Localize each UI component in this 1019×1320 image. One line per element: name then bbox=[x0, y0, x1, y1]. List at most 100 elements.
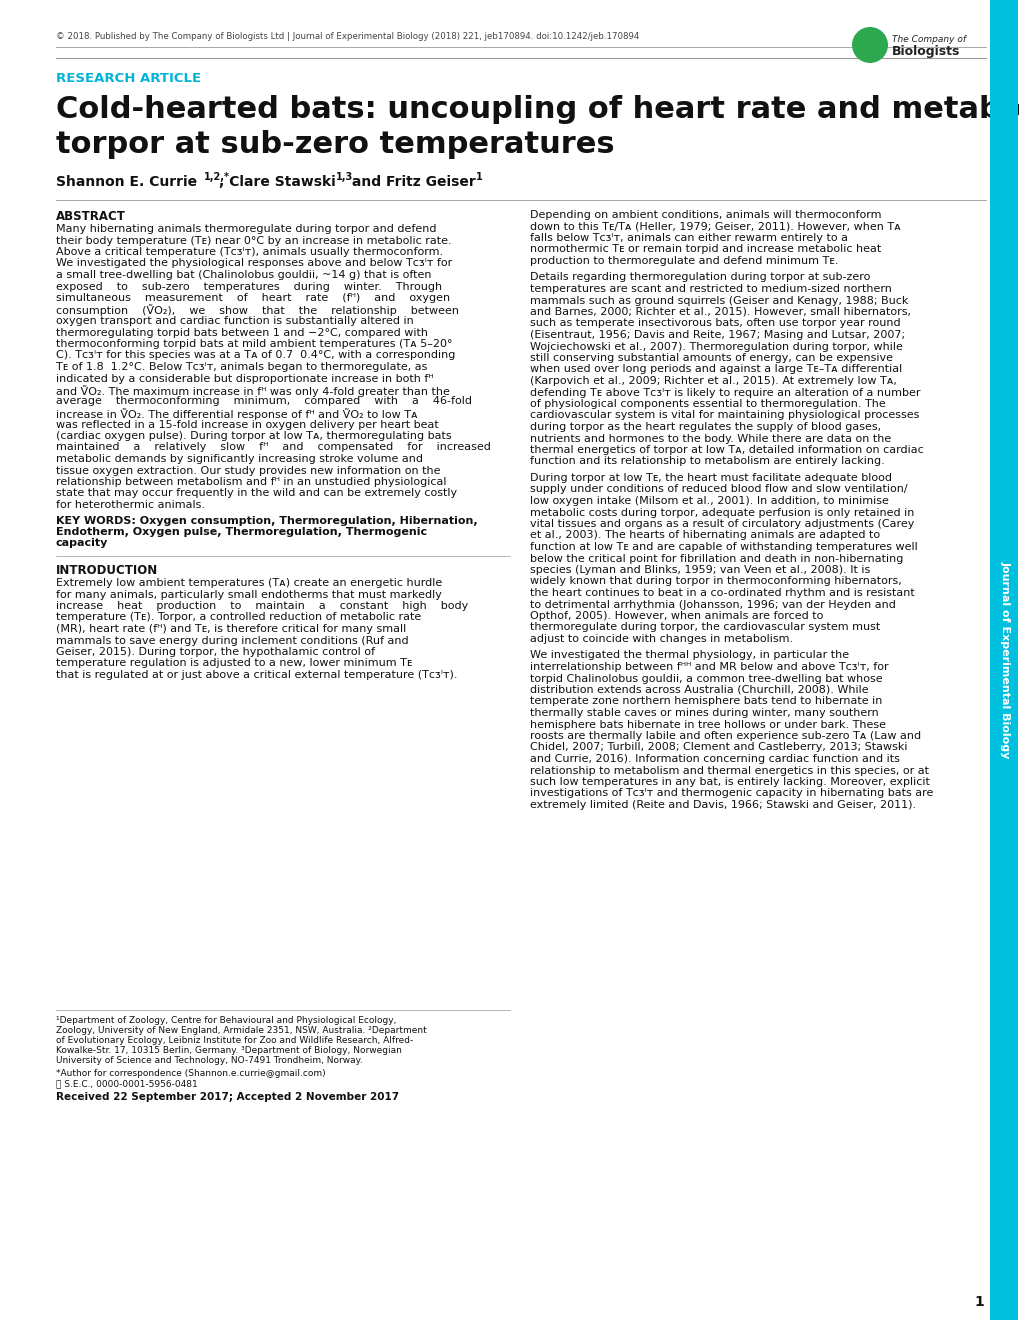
Text: Tᴇ of 1.8  1.2°C. Below Tᴄᴣᴵᴛ, animals began to thermoregulate, as: Tᴇ of 1.8 1.2°C. Below Tᴄᴣᴵᴛ, animals be… bbox=[56, 362, 427, 372]
Text: when used over long periods and against a large Tᴇ–Tᴀ differential: when used over long periods and against … bbox=[530, 364, 902, 375]
Text: Kowalke-Str. 17, 10315 Berlin, Germany. ³Department of Biology, Norwegian: Kowalke-Str. 17, 10315 Berlin, Germany. … bbox=[56, 1045, 401, 1055]
Text: thermally stable caves or mines during winter, many southern: thermally stable caves or mines during w… bbox=[530, 708, 878, 718]
Text: widely known that during torpor in thermoconforming hibernators,: widely known that during torpor in therm… bbox=[530, 577, 901, 586]
Text: simultaneous    measurement    of    heart    rate    (fᴴ)    and    oxygen: simultaneous measurement of heart rate (… bbox=[56, 293, 449, 304]
Text: Chidel, 2007; Turbill, 2008; Clement and Castleberry, 2013; Stawski: Chidel, 2007; Turbill, 2008; Clement and… bbox=[530, 742, 907, 752]
Text: species (Lyman and Blinks, 1959; van Veen et al., 2008). It is: species (Lyman and Blinks, 1959; van Vee… bbox=[530, 565, 869, 576]
Text: 1: 1 bbox=[973, 1295, 983, 1309]
Text: mammals such as ground squirrels (Geiser and Kenagy, 1988; Buck: mammals such as ground squirrels (Geiser… bbox=[530, 296, 908, 305]
Text: supply under conditions of reduced blood flow and slow ventilation/: supply under conditions of reduced blood… bbox=[530, 484, 907, 495]
Text: metabolic demands by significantly increasing stroke volume and: metabolic demands by significantly incre… bbox=[56, 454, 423, 465]
Text: maintained    a    relatively    slow    fᴴ    and    compensated    for    incr: maintained a relatively slow fᴴ and comp… bbox=[56, 442, 490, 453]
Text: C). Tᴄᴣᴵᴛ for this species was at a Tᴀ of 0.7  0.4°C, with a corresponding: C). Tᴄᴣᴵᴛ for this species was at a Tᴀ o… bbox=[56, 351, 454, 360]
Text: relationship between metabolism and fᴴ in an unstudied physiological: relationship between metabolism and fᴴ i… bbox=[56, 477, 446, 487]
Text: torpid Chalinolobus gouldii, a common tree-dwelling bat whose: torpid Chalinolobus gouldii, a common tr… bbox=[530, 673, 881, 684]
Text: that is regulated at or just above a critical external temperature (Tᴄᴣᴵᴛ).: that is regulated at or just above a cri… bbox=[56, 671, 458, 680]
Text: roosts are thermally labile and often experience sub-zero Tᴀ (Law and: roosts are thermally labile and often ex… bbox=[530, 731, 920, 741]
Text: temperature (Tᴇ). Torpor, a controlled reduction of metabolic rate: temperature (Tᴇ). Torpor, a controlled r… bbox=[56, 612, 421, 623]
Text: still conserving substantial amounts of energy, can be expensive: still conserving substantial amounts of … bbox=[530, 352, 892, 363]
Text: hemisphere bats hibernate in tree hollows or under bark. These: hemisphere bats hibernate in tree hollow… bbox=[530, 719, 886, 730]
Text: University of Science and Technology, NO-7491 Trondheim, Norway.: University of Science and Technology, NO… bbox=[56, 1056, 363, 1065]
Text: function and its relationship to metabolism are entirely lacking.: function and its relationship to metabol… bbox=[530, 457, 883, 466]
Text: was reflected in a 15-fold increase in oxygen delivery per heart beat: was reflected in a 15-fold increase in o… bbox=[56, 420, 438, 429]
Text: ¹Department of Zoology, Centre for Behavioural and Physiological Ecology,: ¹Department of Zoology, Centre for Behav… bbox=[56, 1016, 396, 1026]
Text: distribution extends across Australia (Churchill, 2008). While: distribution extends across Australia (C… bbox=[530, 685, 868, 696]
Text: ABSTRACT: ABSTRACT bbox=[56, 210, 125, 223]
Text: to detrimental arrhythmia (Johansson, 1996; van der Heyden and: to detrimental arrhythmia (Johansson, 19… bbox=[530, 599, 895, 610]
Text: consumption    (ṼO₂),    we    show    that    the    relationship    between: consumption (ṼO₂), we show that the rela… bbox=[56, 305, 459, 317]
Text: Cold-hearted bats: uncoupling of heart rate and metabolism during: Cold-hearted bats: uncoupling of heart r… bbox=[56, 95, 1019, 124]
Text: investigations of Tᴄᴣᴵᴛ and thermogenic capacity in hibernating bats are: investigations of Tᴄᴣᴵᴛ and thermogenic … bbox=[530, 788, 932, 799]
Text: extremely limited (Reite and Davis, 1966; Stawski and Geiser, 2011).: extremely limited (Reite and Davis, 1966… bbox=[530, 800, 915, 810]
Text: et al., 2003). The hearts of hibernating animals are adapted to: et al., 2003). The hearts of hibernating… bbox=[530, 531, 879, 540]
Text: , Clare Stawski: , Clare Stawski bbox=[219, 176, 335, 189]
Text: thermal energetics of torpor at low Tᴀ, detailed information on cardiac: thermal energetics of torpor at low Tᴀ, … bbox=[530, 445, 923, 455]
Text: Geiser, 2015). During torpor, the hypothalamic control of: Geiser, 2015). During torpor, the hypoth… bbox=[56, 647, 375, 657]
Text: increase    heat    production    to    maintain    a    constant    high    bod: increase heat production to maintain a c… bbox=[56, 601, 468, 611]
Text: (Karpovich et al., 2009; Richter et al., 2015). At extremely low Tᴀ,: (Karpovich et al., 2009; Richter et al.,… bbox=[530, 376, 896, 385]
Text: Details regarding thermoregulation during torpor at sub-zero: Details regarding thermoregulation durin… bbox=[530, 272, 869, 282]
Text: *Author for correspondence (Shannon.e.currie@gmail.com): *Author for correspondence (Shannon.e.cu… bbox=[56, 1069, 325, 1078]
Text: (cardiac oxygen pulse). During torpor at low Tᴀ, thermoregulating bats: (cardiac oxygen pulse). During torpor at… bbox=[56, 432, 451, 441]
Text: interrelationship between fᴴᴴ and MR below and above Tᴄᴣᴵᴛ, for: interrelationship between fᴴᴴ and MR bel… bbox=[530, 663, 888, 672]
Text: (MR), heart rate (fᴴ) and Tᴇ, is therefore critical for many small: (MR), heart rate (fᴴ) and Tᴇ, is therefo… bbox=[56, 624, 406, 634]
Text: Zoology, University of New England, Armidale 2351, NSW, Australia. ²Department: Zoology, University of New England, Armi… bbox=[56, 1026, 426, 1035]
Text: Extremely low ambient temperatures (Tᴀ) create an energetic hurdle: Extremely low ambient temperatures (Tᴀ) … bbox=[56, 578, 442, 587]
Text: for many animals, particularly small endotherms that must markedly: for many animals, particularly small end… bbox=[56, 590, 441, 599]
Text: during torpor as the heart regulates the supply of blood gases,: during torpor as the heart regulates the… bbox=[530, 422, 880, 432]
Text: KEY WORDS: Oxygen consumption, Thermoregulation, Hibernation,: KEY WORDS: Oxygen consumption, Thermoreg… bbox=[56, 516, 477, 525]
Text: down to this Tᴇ/Tᴀ (Heller, 1979; Geiser, 2011). However, when Tᴀ: down to this Tᴇ/Tᴀ (Heller, 1979; Geiser… bbox=[530, 222, 900, 231]
Text: During torpor at low Tᴇ, the heart must facilitate adequate blood: During torpor at low Tᴇ, the heart must … bbox=[530, 473, 892, 483]
Text: Shannon E. Currie: Shannon E. Currie bbox=[56, 176, 197, 189]
Text: We investigated the thermal physiology, in particular the: We investigated the thermal physiology, … bbox=[530, 651, 848, 660]
Text: a small tree-dwelling bat (Chalinolobus gouldii, ~14 g) that is often: a small tree-dwelling bat (Chalinolobus … bbox=[56, 271, 431, 280]
Text: production to thermoregulate and defend minimum Tᴇ.: production to thermoregulate and defend … bbox=[530, 256, 838, 267]
Text: (Eisentraut, 1956; Davis and Reite, 1967; Masing and Lutsar, 2007;: (Eisentraut, 1956; Davis and Reite, 1967… bbox=[530, 330, 904, 341]
Text: of physiological components essential to thermoregulation. The: of physiological components essential to… bbox=[530, 399, 884, 409]
Text: temperate zone northern hemisphere bats tend to hibernate in: temperate zone northern hemisphere bats … bbox=[530, 697, 881, 706]
Text: 1,2,*: 1,2,* bbox=[204, 172, 229, 182]
Text: increase in ṼO₂. The differential response of fᴴ and ṼO₂ to low Tᴀ: increase in ṼO₂. The differential respon… bbox=[56, 408, 417, 420]
Text: normothermic Tᴇ or remain torpid and increase metabolic heat: normothermic Tᴇ or remain torpid and inc… bbox=[530, 244, 880, 255]
Text: such as temperate insectivorous bats, often use torpor year round: such as temperate insectivorous bats, of… bbox=[530, 318, 900, 329]
Text: indicated by a considerable but disproportionate increase in both fᴴ: indicated by a considerable but dispropo… bbox=[56, 374, 433, 384]
Text: Depending on ambient conditions, animals will thermoconform: Depending on ambient conditions, animals… bbox=[530, 210, 880, 220]
Text: thermoregulate during torpor, the cardiovascular system must: thermoregulate during torpor, the cardio… bbox=[530, 623, 879, 632]
Text: metabolic costs during torpor, adequate perfusion is only retained in: metabolic costs during torpor, adequate … bbox=[530, 507, 913, 517]
Text: capacity: capacity bbox=[56, 539, 108, 549]
Text: temperature regulation is adjusted to a new, lower minimum Tᴇ: temperature regulation is adjusted to a … bbox=[56, 659, 412, 668]
Text: We investigated the physiological responses above and below Tᴄᴣᴵᴛ for: We investigated the physiological respon… bbox=[56, 259, 451, 268]
Text: exposed    to    sub-zero    temperatures    during    winter.    Through: exposed to sub-zero temperatures during … bbox=[56, 281, 441, 292]
Text: mammals to save energy during inclement conditions (Ruf and: mammals to save energy during inclement … bbox=[56, 635, 409, 645]
Text: RESEARCH ARTICLE: RESEARCH ARTICLE bbox=[56, 73, 201, 84]
Text: vital tissues and organs as a result of circulatory adjustments (Carey: vital tissues and organs as a result of … bbox=[530, 519, 913, 529]
Text: their body temperature (Tᴇ) near 0°C by an increase in metabolic rate.: their body temperature (Tᴇ) near 0°C by … bbox=[56, 235, 451, 246]
Text: Opthof, 2005). However, when animals are forced to: Opthof, 2005). However, when animals are… bbox=[530, 611, 822, 620]
Text: falls below Tᴄᴣᴵᴛ, animals can either rewarm entirely to a: falls below Tᴄᴣᴵᴛ, animals can either re… bbox=[530, 234, 847, 243]
Text: Above a critical temperature (Tᴄᴣᴵᴛ), animals usually thermoconform.: Above a critical temperature (Tᴄᴣᴵᴛ), an… bbox=[56, 247, 442, 257]
Text: nutrients and hormones to the body. While there are data on the: nutrients and hormones to the body. Whil… bbox=[530, 433, 891, 444]
Text: the heart continues to beat in a co-ordinated rhythm and is resistant: the heart continues to beat in a co-ordi… bbox=[530, 587, 914, 598]
Text: Biologists: Biologists bbox=[892, 45, 960, 58]
Text: Endotherm, Oxygen pulse, Thermoregulation, Thermogenic: Endotherm, Oxygen pulse, Thermoregulatio… bbox=[56, 527, 427, 537]
Text: adjust to coincide with changes in metabolism.: adjust to coincide with changes in metab… bbox=[530, 634, 793, 644]
Text: Wojciechowski et al., 2007). Thermoregulation during torpor, while: Wojciechowski et al., 2007). Thermoregul… bbox=[530, 342, 902, 351]
Text: defending Tᴇ above Tᴄᴣᴵᴛ is likely to require an alteration of a number: defending Tᴇ above Tᴄᴣᴵᴛ is likely to re… bbox=[530, 388, 919, 397]
Text: and ṼO₂. The maximum increase in fᴴ was only 4-fold greater than the: and ṼO₂. The maximum increase in fᴴ was … bbox=[56, 385, 449, 397]
Text: and Barnes, 2000; Richter et al., 2015). However, small hibernators,: and Barnes, 2000; Richter et al., 2015).… bbox=[530, 308, 910, 317]
Text: cardiovascular system is vital for maintaining physiological processes: cardiovascular system is vital for maint… bbox=[530, 411, 918, 421]
Text: 1,3: 1,3 bbox=[335, 172, 353, 182]
Text: Many hibernating animals thermoregulate during torpor and defend: Many hibernating animals thermoregulate … bbox=[56, 224, 436, 234]
Text: average    thermoconforming    minimum,    compared    with    a    46-fold: average thermoconforming minimum, compar… bbox=[56, 396, 472, 407]
Text: Received 22 September 2017; Accepted 2 November 2017: Received 22 September 2017; Accepted 2 N… bbox=[56, 1092, 398, 1102]
Text: relationship to metabolism and thermal energetics in this species, or at: relationship to metabolism and thermal e… bbox=[530, 766, 928, 776]
Text: function at low Tᴇ and are capable of withstanding temperatures well: function at low Tᴇ and are capable of wi… bbox=[530, 543, 917, 552]
Text: oxygen transport and cardiac function is substantially altered in: oxygen transport and cardiac function is… bbox=[56, 315, 414, 326]
Text: temperatures are scant and restricted to medium-sized northern: temperatures are scant and restricted to… bbox=[530, 284, 891, 294]
Text: torpor at sub-zero temperatures: torpor at sub-zero temperatures bbox=[56, 129, 614, 158]
Text: thermoconforming torpid bats at mild ambient temperatures (Tᴀ 5–20°: thermoconforming torpid bats at mild amb… bbox=[56, 339, 452, 348]
Bar bbox=[989, 0, 1017, 1320]
Text: 1: 1 bbox=[476, 172, 482, 182]
Text: for heterothermic animals.: for heterothermic animals. bbox=[56, 500, 205, 510]
Text: Journal of Experimental Biology: Journal of Experimental Biology bbox=[1000, 561, 1010, 759]
